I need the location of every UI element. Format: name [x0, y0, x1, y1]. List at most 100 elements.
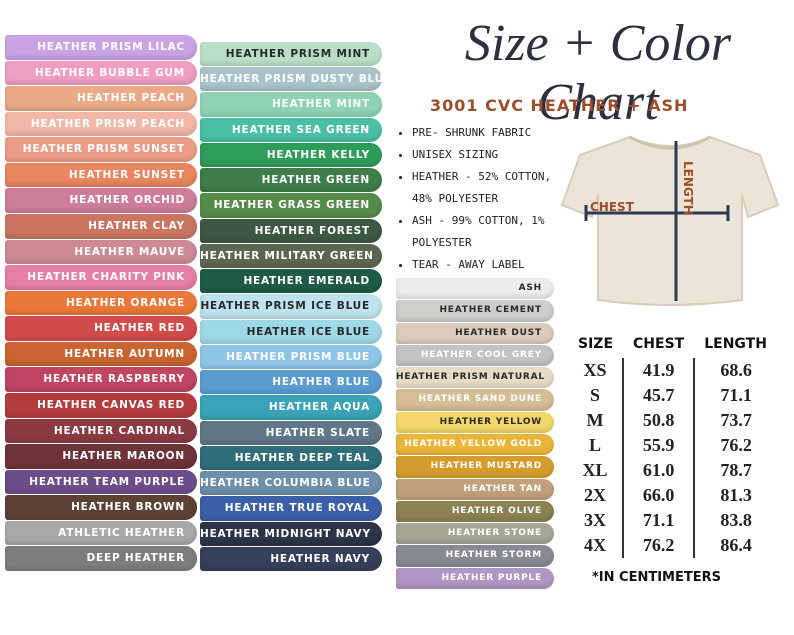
table-cell: M: [586, 410, 604, 430]
color-swatch: HEATHER CLAY: [5, 214, 197, 239]
table-cell: 76.2: [622, 533, 696, 558]
table-cell: 41.9: [622, 358, 696, 383]
color-swatch: HEATHER MUSTARD: [396, 456, 554, 478]
chest-label: CHEST: [590, 200, 635, 214]
color-swatch: HEATHER SLATE: [200, 420, 382, 445]
color-swatch: HEATHER KELLY: [200, 142, 382, 168]
subtitle: 3001 CVC HEATHER + ASH: [430, 96, 689, 115]
table-cell: 50.8: [622, 408, 696, 433]
feature: TEAR - AWAY LABEL: [412, 254, 572, 276]
table-row: XS 41.9 68.6: [568, 358, 777, 383]
color-swatch: HEATHER RED: [5, 316, 197, 341]
table-cell: 4X: [584, 535, 606, 555]
color-swatch: HEATHER PRISM ICE BLUE: [200, 294, 382, 319]
color-swatch: HEATHER PRISM LILAC: [5, 35, 197, 60]
color-swatch: HEATHER YELLOW GOLD: [396, 434, 554, 456]
color-swatch: HEATHER BROWN: [5, 495, 197, 520]
table-note: *IN CENTIMETERS: [592, 570, 721, 585]
table-cell: 86.4: [720, 535, 752, 555]
color-swatch: HEATHER COLUMBIA BLUE: [200, 471, 382, 496]
feature-list: PRE- SHRUNK FABRICUNISEX SIZINGHEATHER -…: [394, 122, 572, 276]
color-swatch: HEATHER PRISM SUNSET: [5, 137, 197, 162]
size-table: SIZE CHEST LENGTH XS 41.9 68.6 S 45.7 71.1 M 50.8 7…: [568, 336, 777, 558]
color-swatch: HEATHER GRASS GREEN: [200, 193, 382, 218]
color-swatch: HEATHER TEAM PURPLE: [5, 469, 197, 495]
color-swatch: HEATHER RASPBERRY: [5, 367, 197, 392]
color-swatch: HEATHER SUNSET: [5, 162, 197, 188]
color-swatch: HEATHER PRISM PEACH: [5, 111, 197, 137]
color-swatch: HEATHER COOL GREY: [396, 344, 554, 367]
table-row: XL 61.0 78.7: [568, 458, 777, 483]
color-swatch: HEATHER DEEP TEAL: [200, 445, 382, 471]
title: Size + Color Chart: [464, 15, 732, 131]
table-cell: 2X: [584, 485, 606, 505]
color-swatch: HEATHER TAN: [396, 478, 554, 500]
color-swatch: HEATHER ORCHID: [5, 188, 197, 213]
color-swatch: HEATHER MINT: [200, 92, 382, 117]
column-header: CHEST: [633, 336, 685, 352]
color-swatch: HEATHER PEACH: [5, 86, 197, 111]
tshirt: [560, 135, 780, 306]
color-swatch: HEATHER TRUE ROYAL: [200, 496, 382, 521]
table-row: S 45.7 71.1: [568, 383, 777, 408]
color-swatch: HEATHER MIDNIGHT NAVY: [200, 521, 382, 546]
table-cell: 66.0: [622, 483, 696, 508]
color-swatch: HEATHER MAROON: [5, 444, 197, 469]
color-swatch: HEATHER SEA GREEN: [200, 117, 382, 142]
color-swatch: HEATHER CEMENT: [396, 300, 554, 322]
color-swatch: HEATHER PRISM BLUE: [200, 344, 382, 370]
color-swatch: HEATHER PRISM NATURAL: [396, 367, 554, 389]
color-swatch: ASH: [396, 278, 554, 300]
color-swatch: HEATHER BLUE: [200, 370, 382, 395]
collar: [629, 135, 711, 150]
color-swatch: HEATHER GREEN: [200, 168, 382, 193]
color-swatch: HEATHER PRISM MINT: [200, 42, 382, 67]
table-cell: 76.2: [720, 435, 752, 455]
color-swatch: HEATHER AQUA: [200, 395, 382, 420]
color-swatch: HEATHER SAND DUNE: [396, 389, 554, 411]
color-swatch: HEATHER MILITARY GREEN: [200, 243, 382, 269]
color-swatch: HEATHER AUTUMN: [5, 341, 197, 367]
table-cell: 81.3: [720, 485, 752, 505]
table-cell: S: [590, 385, 601, 405]
table-row: 2X 66.0 81.3: [568, 483, 777, 508]
color-swatch: HEATHER YELLOW: [396, 411, 554, 433]
color-swatch: HEATHER BUBBLE GUM: [5, 60, 197, 86]
color-swatch: HEATHER DUST: [396, 322, 554, 344]
column-header: LENGTH: [704, 336, 767, 352]
feature: UNISEX SIZING: [412, 144, 572, 166]
table-cell: 71.1: [720, 385, 752, 405]
table-row: 3X 71.1 83.8: [568, 508, 777, 533]
feature: ASH - 99% COTTON, 1% POLYESTER: [412, 210, 572, 254]
table-cell: 71.1: [622, 508, 696, 533]
table-cell: 78.7: [720, 460, 752, 480]
table-cell: XL: [582, 460, 608, 480]
color-swatch: HEATHER STORM: [396, 545, 554, 567]
table-cell: 55.9: [622, 433, 696, 458]
color-swatch: DEEP HEATHER: [5, 546, 197, 571]
color-swatch: HEATHER ORANGE: [5, 290, 197, 316]
table-cell: 83.8: [720, 510, 752, 530]
color-swatch: HEATHER FOREST: [200, 218, 382, 243]
color-swatch: HEATHER MAUVE: [5, 239, 197, 265]
table-cell: XS: [583, 360, 607, 380]
color-swatch: HEATHER STONE: [396, 523, 554, 545]
color-swatch: HEATHER PURPLE: [396, 567, 554, 589]
color-swatch: HEATHER OLIVE: [396, 500, 554, 523]
table-row: M 50.8 73.7: [568, 408, 777, 433]
table-cell: 73.7: [720, 410, 752, 430]
tshirt-diagram: CHEST LENGTH: [560, 135, 780, 306]
table-cell: L: [589, 435, 602, 455]
color-swatch: HEATHER CANVAS RED: [5, 393, 197, 418]
column-header: SIZE: [578, 336, 614, 352]
table-cell: 61.0: [622, 458, 696, 483]
table-cell: 45.7: [622, 383, 696, 408]
table-cell: 68.6: [720, 360, 752, 380]
table-row: 4X 76.2 86.4: [568, 533, 777, 558]
color-swatch: HEATHER EMERALD: [200, 269, 382, 294]
feature: PRE- SHRUNK FABRIC: [412, 122, 572, 144]
color-swatch: HEATHER PRISM DUSTY BLUE: [200, 67, 391, 92]
table-row: L 55.9 76.2: [568, 433, 777, 458]
color-swatch: HEATHER CHARITY PINK: [5, 265, 197, 290]
